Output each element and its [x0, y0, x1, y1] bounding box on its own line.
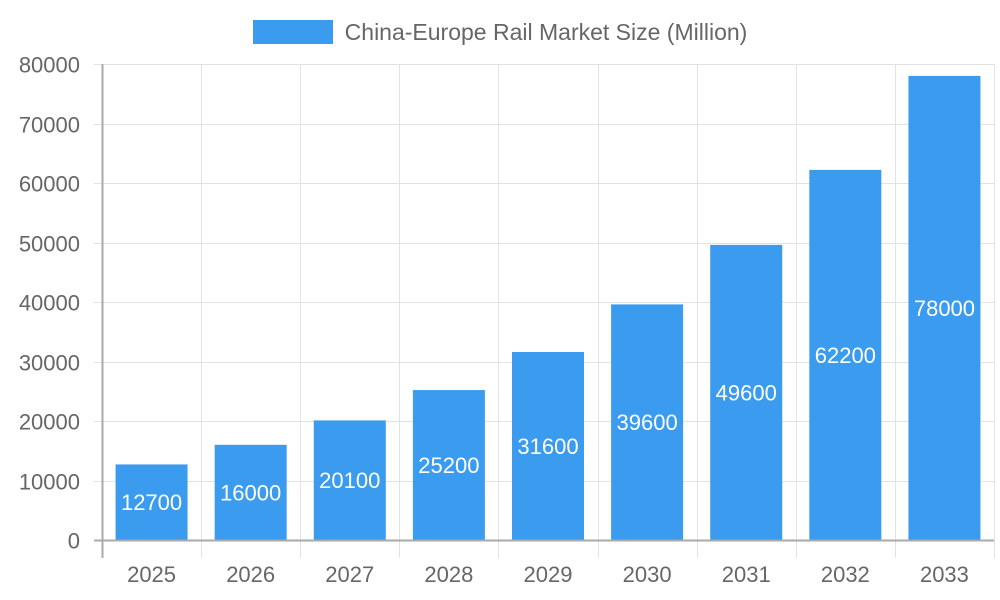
- y-tick-label: 0: [68, 529, 80, 554]
- legend-label: China-Europe Rail Market Size (Million): [344, 18, 748, 45]
- y-tick-label: 30000: [19, 351, 80, 376]
- y-tick-label: 60000: [19, 172, 80, 197]
- x-tick-label: 2033: [920, 562, 969, 587]
- bar-value-label: 49600: [716, 380, 777, 405]
- x-tick-label: 2027: [325, 562, 374, 587]
- x-tick-label: 2026: [226, 562, 275, 587]
- x-tick-label: 2031: [722, 562, 771, 587]
- bar-2026[interactable]: [214, 444, 287, 540]
- bar-2027[interactable]: [313, 420, 386, 540]
- legend-swatch[interactable]: [252, 20, 333, 44]
- y-tick-label: 70000: [19, 113, 80, 138]
- bar-value-label: 78000: [914, 296, 975, 321]
- bar-value-label: 39600: [617, 410, 678, 435]
- x-tick-label: 2025: [127, 562, 176, 587]
- bar-2030[interactable]: [611, 304, 684, 540]
- bar-2033[interactable]: [908, 75, 981, 541]
- chart-legend: China-Europe Rail Market Size (Million): [0, 18, 1000, 46]
- bar-value-label: 16000: [220, 480, 281, 505]
- bar-value-label: 31600: [517, 434, 578, 459]
- y-tick-label: 80000: [19, 53, 80, 78]
- x-tick-label: 2030: [623, 562, 672, 587]
- bar-2029[interactable]: [512, 351, 584, 540]
- bar-value-label: 62200: [815, 343, 876, 368]
- x-tick-label: 2028: [424, 562, 473, 587]
- bar-2028[interactable]: [412, 390, 485, 540]
- y-tick-label: 50000: [19, 232, 80, 257]
- y-tick-label: 10000: [19, 470, 80, 495]
- bar-value-label: 12700: [121, 490, 182, 515]
- bar-2031[interactable]: [710, 244, 783, 540]
- bar-2032[interactable]: [809, 169, 882, 540]
- y-tick-label: 20000: [19, 410, 80, 435]
- bar-value-label: 25200: [418, 453, 479, 478]
- bar-2025[interactable]: [115, 464, 188, 540]
- x-tick-label: 2032: [821, 562, 870, 587]
- y-tick-label: 40000: [19, 291, 80, 316]
- x-tick-label: 2029: [524, 562, 573, 587]
- bar-value-label: 20100: [319, 468, 380, 493]
